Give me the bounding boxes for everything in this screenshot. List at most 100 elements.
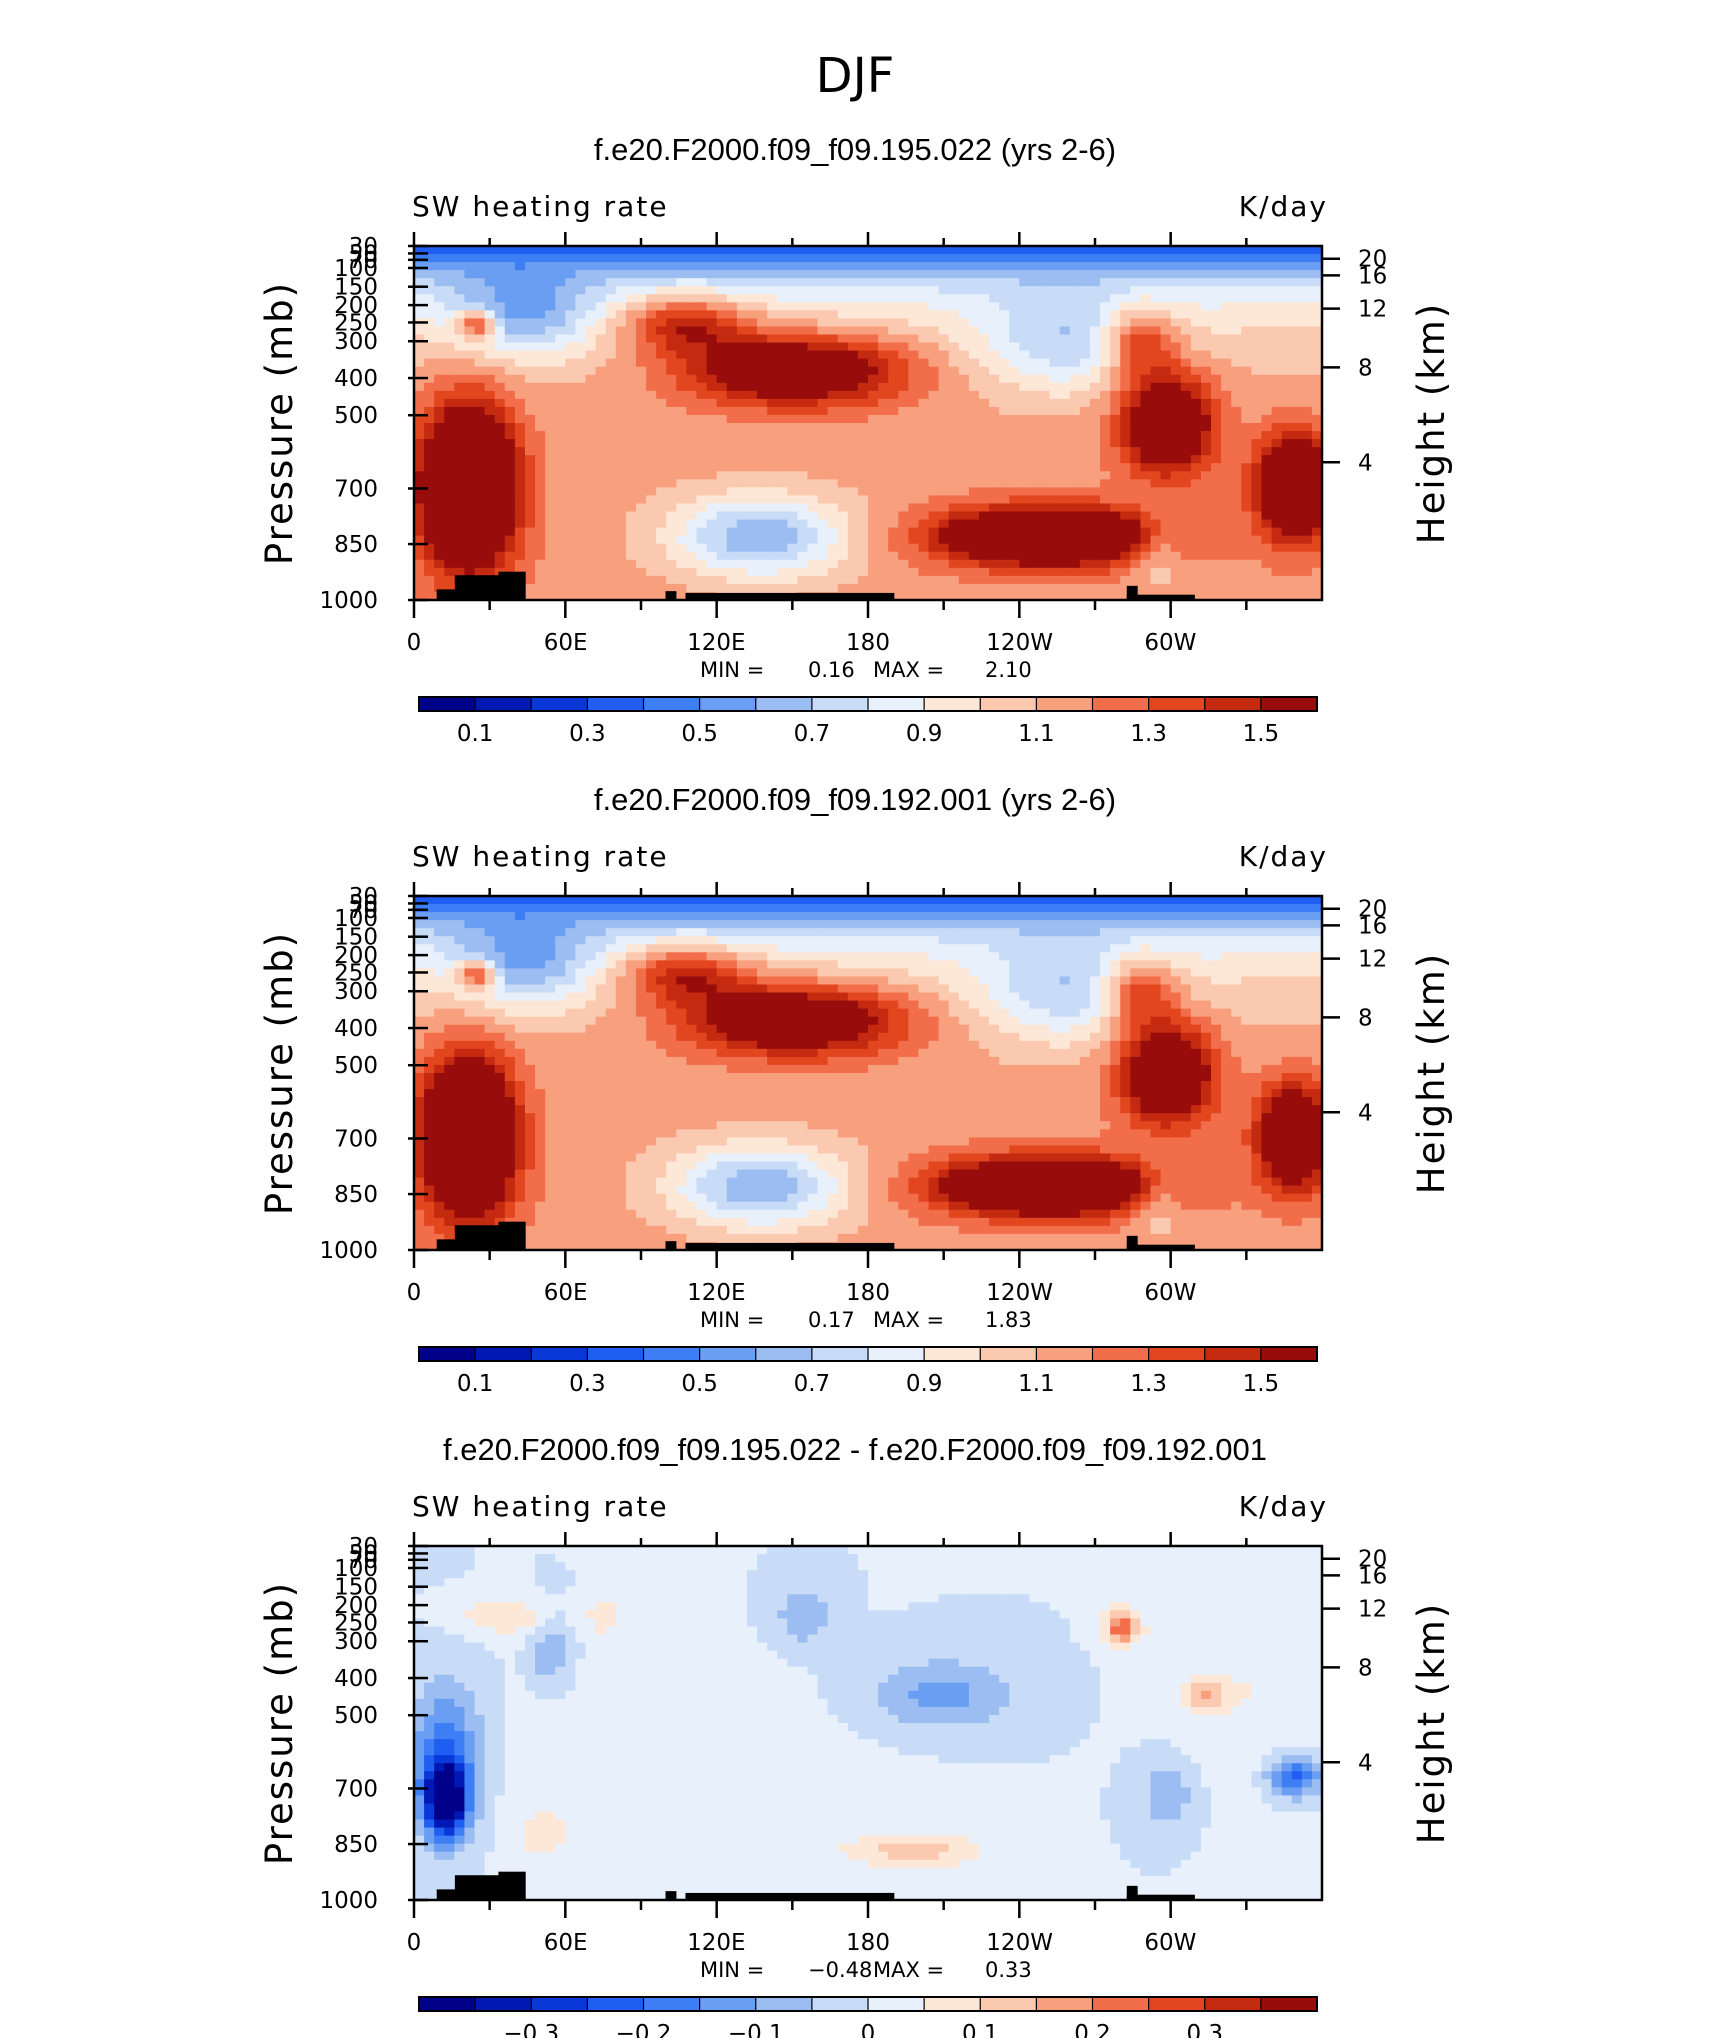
contour-cell <box>514 495 526 505</box>
contour-cell <box>777 455 788 464</box>
contour-cell <box>746 952 758 961</box>
contour-cell <box>1170 342 1182 352</box>
contour-cell <box>444 310 455 320</box>
contour-cell <box>605 374 617 384</box>
contour-cell <box>1140 527 1152 537</box>
contour-cell <box>414 366 425 376</box>
contour-cell <box>1271 471 1283 480</box>
contour-cell <box>1069 423 1081 432</box>
contour-cell <box>1140 960 1152 970</box>
contour-cell <box>575 495 587 505</box>
contour-cell <box>434 495 445 505</box>
contour-cell <box>1100 447 1111 456</box>
contour-cell <box>908 535 920 545</box>
contour-cell <box>1211 414 1222 424</box>
contour-cell <box>1271 928 1283 937</box>
contour-cell <box>605 262 617 271</box>
contour-cell <box>1079 503 1091 513</box>
contour-cell <box>585 366 597 376</box>
contour-cell <box>918 952 930 961</box>
contour-cell <box>585 382 597 392</box>
contour-cell <box>968 920 980 929</box>
contour-cell <box>918 286 930 295</box>
contour-cell <box>1261 270 1273 279</box>
contour-cell <box>565 952 577 961</box>
contour-cell <box>999 928 1010 937</box>
contour-cell <box>1019 302 1031 311</box>
contour-cell <box>1301 535 1313 545</box>
contour-cell <box>1019 342 1031 352</box>
contour-cell <box>1049 310 1061 320</box>
contour-cell <box>1231 414 1242 424</box>
contour-cell <box>686 583 698 593</box>
contour-cell <box>777 567 788 577</box>
contour-cell <box>736 952 748 961</box>
contour-cell <box>484 294 496 303</box>
contour-cell <box>918 511 930 521</box>
contour-cell <box>1150 495 1162 505</box>
contour-cell <box>1140 583 1152 593</box>
contour-cell <box>1120 414 1131 424</box>
contour-cell <box>978 414 990 424</box>
contour-cell <box>575 262 587 271</box>
contour-cell <box>1039 591 1051 601</box>
contour-cell <box>958 286 970 295</box>
contour-cell <box>888 455 899 464</box>
contour-cell <box>424 431 435 440</box>
contour-cell <box>1251 944 1263 953</box>
contour-cell <box>847 382 859 392</box>
contour-cell <box>797 920 809 929</box>
contour-cell <box>1170 431 1182 440</box>
contour-cell <box>1200 519 1212 529</box>
contour-cell <box>656 278 667 287</box>
contour-cell <box>656 366 667 376</box>
contour-cell <box>857 334 869 344</box>
contour-cell <box>1039 511 1051 521</box>
contour-cell <box>898 326 909 336</box>
contour-cell <box>1039 374 1051 384</box>
contour-cell <box>888 366 899 376</box>
contour-cell <box>1190 406 1202 416</box>
contour-cell <box>535 294 546 303</box>
contour-cell <box>918 928 930 937</box>
contour-cell <box>1211 567 1222 577</box>
contour-cell <box>635 278 647 287</box>
contour-cell <box>958 374 970 384</box>
contour-cell <box>1281 431 1293 440</box>
contour-cell <box>686 575 698 585</box>
contour-cell <box>434 431 445 440</box>
contour-cell <box>575 511 587 521</box>
contour-cell <box>504 503 516 513</box>
contour-cell <box>888 519 899 529</box>
contour-cell <box>797 262 809 271</box>
contour-cell <box>706 439 718 448</box>
contour-cell <box>565 374 577 384</box>
contour-cell <box>1089 567 1101 577</box>
contour-cell <box>1110 936 1121 945</box>
contour-cell <box>827 334 839 344</box>
contour-cell <box>1009 342 1020 352</box>
contour-cell <box>696 455 708 464</box>
contour-cell <box>1200 551 1212 561</box>
contour-cell <box>1160 535 1172 545</box>
contour-cell <box>484 495 496 505</box>
contour-cell <box>1301 495 1313 505</box>
contour-cell <box>1049 936 1061 945</box>
contour-cell <box>1079 591 1091 601</box>
contour-cell <box>1170 896 1182 905</box>
contour-cell <box>827 382 839 392</box>
contour-cell <box>575 254 587 263</box>
contour-cell <box>1241 543 1252 553</box>
contour-cell <box>545 567 556 577</box>
contour-cell <box>545 519 556 529</box>
contour-cell <box>1281 559 1293 569</box>
contour-cell <box>494 487 506 497</box>
contour-cell <box>666 968 677 978</box>
contour-cell <box>545 471 556 480</box>
contour-cell <box>777 350 788 360</box>
contour-cell <box>1241 350 1252 360</box>
contour-cell <box>1251 382 1263 392</box>
contour-cell <box>434 246 445 255</box>
contour-cell <box>1190 503 1202 513</box>
contour-cell <box>1079 414 1091 424</box>
